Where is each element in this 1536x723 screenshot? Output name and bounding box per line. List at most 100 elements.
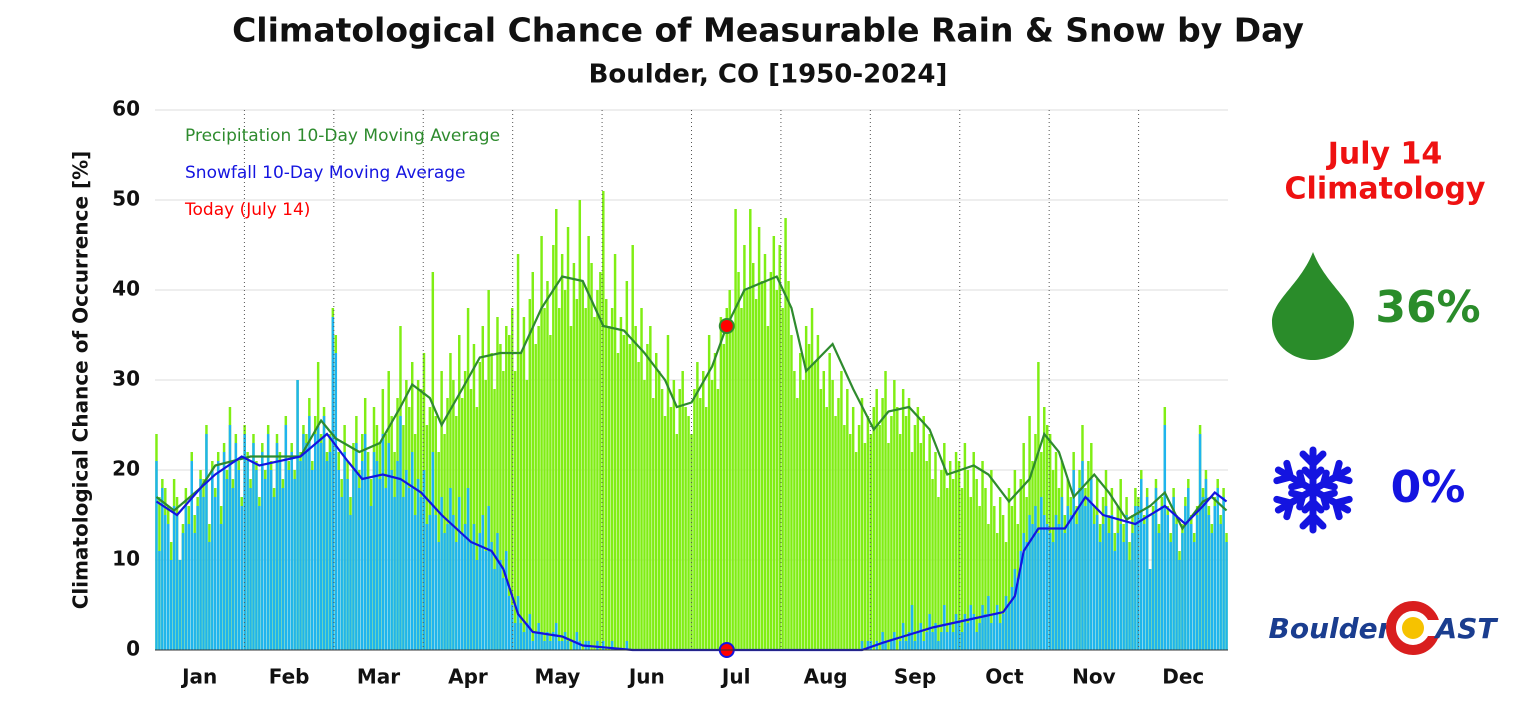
bar [413,515,417,650]
bar [922,641,925,650]
bar [787,281,790,650]
bar [287,470,290,650]
bar [943,443,946,650]
bar [355,443,358,650]
bar [399,416,402,650]
bar [487,290,490,650]
bar [1001,515,1005,650]
bar [178,560,182,650]
bar [549,335,552,650]
bar [531,272,534,650]
bar [528,299,532,650]
bar [993,614,996,650]
bar [937,497,940,650]
bar [455,416,458,650]
panel-title: July 14 [1326,137,1443,172]
bar [1054,515,1058,650]
bar [913,641,917,650]
bar [860,398,864,650]
bar [781,308,784,650]
moving-average-line [155,275,1228,531]
bar [804,326,808,650]
bar [190,461,193,650]
bar [990,623,993,650]
bar [834,416,837,650]
bar [560,254,564,650]
bar [766,326,770,650]
bar [801,380,805,650]
bar [290,452,293,650]
bar [987,596,990,650]
bar [1001,614,1005,650]
bar [813,362,817,650]
bar [1028,515,1031,650]
bar [898,641,902,650]
snowflake-icon [1273,446,1352,530]
bar [428,515,432,650]
bar [1181,533,1184,650]
bar [1063,533,1067,650]
bar [634,326,637,650]
bar [649,326,652,650]
bar [846,389,849,650]
bar [269,470,273,650]
bar [1010,506,1014,650]
bar [807,344,811,650]
bar [557,308,561,650]
bar [1007,605,1011,650]
bar [172,506,176,650]
bar [390,470,393,650]
bar [443,533,446,650]
bar [334,353,338,650]
bar [625,281,629,650]
bar [1075,524,1078,650]
bar [934,452,937,650]
bar [546,632,549,650]
bar [960,632,964,650]
bar [869,641,873,650]
bar [340,497,343,650]
bar [1040,497,1043,650]
bar [910,452,914,650]
bar [951,632,955,650]
bar [928,614,931,650]
bar [358,488,361,650]
bar [1119,524,1122,650]
bar [452,515,455,650]
bar [299,461,302,650]
bar [822,371,826,650]
bar [319,443,323,650]
bar [1037,362,1040,650]
bar [1145,497,1149,650]
bar [890,416,893,650]
bar [966,623,970,650]
bar [1098,542,1102,650]
bar [1140,479,1143,650]
bar [466,308,470,650]
bar [1110,515,1114,650]
bar [816,335,820,650]
bar [707,335,711,650]
bar [1198,434,1202,650]
bar [925,461,928,650]
bar [998,623,1002,650]
bar [405,470,408,650]
bar [1066,506,1070,650]
bar [193,533,196,650]
bar [937,641,940,650]
bar [849,434,852,650]
bar [904,416,908,650]
bar [440,497,443,650]
bar [543,641,546,650]
bar [1207,515,1211,650]
bar [472,344,476,650]
bar [769,272,773,650]
bar [969,497,973,650]
bar [216,461,220,650]
bar [199,479,202,650]
bar [837,398,840,650]
bar [446,524,449,650]
bar [957,623,961,650]
bar [740,308,743,650]
bar [493,569,496,650]
